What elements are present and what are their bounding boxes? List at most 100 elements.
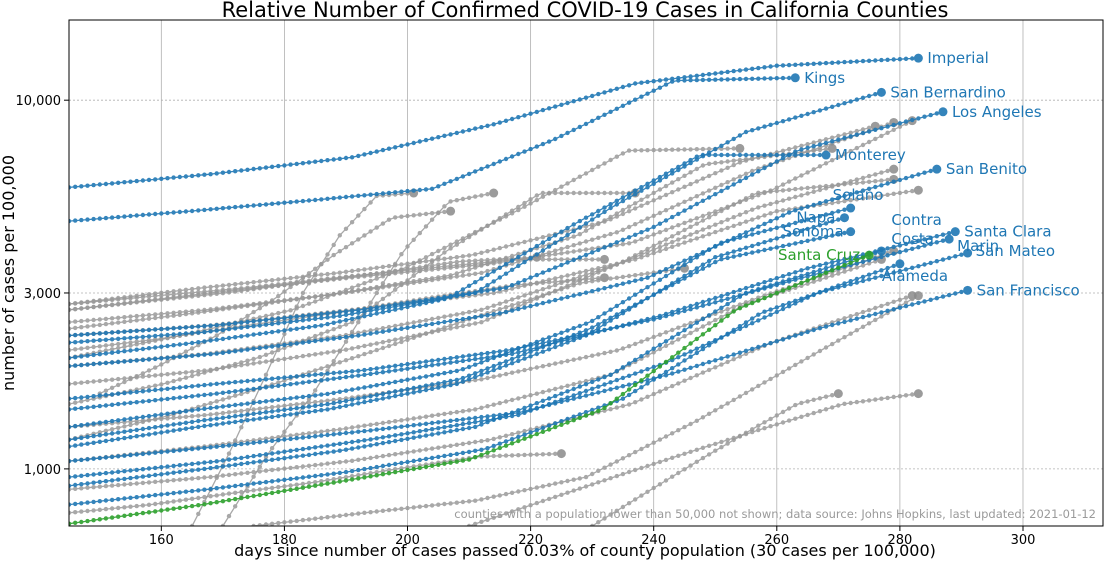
series-end-marker: [932, 164, 942, 174]
data-point: [663, 267, 669, 272]
data-point: [885, 265, 890, 271]
data-point: [325, 402, 330, 407]
data-point: [349, 285, 355, 290]
data-point: [257, 416, 262, 421]
data-point: [762, 342, 767, 348]
data-point: [793, 152, 798, 158]
data-point: [189, 340, 195, 346]
data-point: [663, 457, 669, 463]
data-point: [645, 463, 650, 469]
data-point: [688, 232, 693, 237]
data-point: [657, 210, 663, 216]
data-point: [319, 262, 324, 267]
data-point: [128, 314, 133, 319]
data-point: [596, 164, 601, 169]
data-point: [750, 289, 755, 295]
data-point: [916, 116, 921, 121]
data-point: [349, 273, 355, 279]
data-point: [134, 400, 139, 405]
data-point: [670, 239, 675, 245]
data-point: [688, 157, 693, 163]
data-point: [682, 240, 687, 245]
data-point: [694, 301, 699, 307]
data-point: [848, 318, 853, 323]
data-point: [503, 412, 509, 417]
data-point: [466, 408, 472, 413]
data-point: [356, 401, 361, 406]
data-point: [805, 278, 810, 283]
data-point: [719, 309, 724, 314]
data-point: [313, 266, 318, 271]
data-point: [522, 352, 527, 357]
data-point: [294, 436, 299, 441]
data-point: [497, 493, 502, 498]
series-end-marker: [895, 259, 905, 269]
data-point: [663, 434, 669, 439]
data-point: [651, 178, 656, 183]
data-point: [73, 501, 78, 507]
data-point: [466, 420, 472, 426]
data-point: [411, 320, 416, 325]
data-point: [356, 345, 361, 350]
data-point: [405, 188, 410, 194]
data-point: [343, 512, 349, 518]
data-point: [670, 335, 675, 340]
data-point: [306, 271, 312, 276]
data-point: [910, 296, 915, 302]
data-point: [682, 308, 687, 314]
data-point: [343, 274, 349, 279]
data-point: [134, 213, 139, 218]
data-point: [177, 291, 182, 296]
data-point: [325, 472, 330, 477]
data-point: [583, 190, 589, 196]
data-point: [645, 337, 650, 342]
data-point: [269, 485, 275, 491]
data-point: [559, 190, 564, 196]
data-point: [343, 339, 349, 344]
data-point: [540, 484, 546, 489]
data-point: [817, 277, 823, 282]
data-point: [799, 62, 804, 67]
data-point: [380, 370, 386, 375]
data-point: [620, 403, 626, 409]
data-point: [171, 326, 176, 331]
data-point: [608, 284, 613, 289]
data-point: [202, 445, 207, 451]
series-end-marker: [944, 234, 954, 244]
data-point: [854, 190, 859, 195]
data-point: [399, 392, 404, 397]
data-point: [823, 186, 829, 191]
data-point: [811, 397, 816, 402]
data-point: [442, 380, 447, 385]
data-point: [368, 200, 373, 205]
data-point: [528, 256, 533, 261]
data-point: [571, 414, 576, 419]
data-point: [725, 255, 730, 261]
data-point: [153, 373, 158, 378]
data-point: [380, 281, 386, 286]
data-point: [103, 181, 109, 187]
data-point: [122, 401, 127, 406]
data-point: [460, 287, 466, 292]
data-point: [374, 421, 379, 427]
data-point: [891, 394, 896, 400]
data-point: [282, 163, 287, 168]
data-point: [509, 441, 515, 446]
data-point: [245, 280, 250, 286]
data-point: [73, 406, 78, 411]
data-point: [509, 490, 515, 495]
series-end-label: Imperial: [927, 49, 988, 67]
data-point: [300, 380, 306, 385]
series-end-label: San Bernardino: [890, 83, 1005, 101]
data-point: [386, 292, 392, 297]
data-point: [263, 352, 269, 357]
data-point: [79, 362, 84, 368]
data-point: [337, 270, 342, 275]
data-point: [325, 257, 330, 262]
data-point: [830, 158, 835, 163]
data-point: [534, 485, 539, 490]
data-point: [349, 512, 355, 517]
data-point: [171, 210, 176, 215]
data-point: [842, 132, 847, 137]
data-point: [682, 352, 687, 357]
